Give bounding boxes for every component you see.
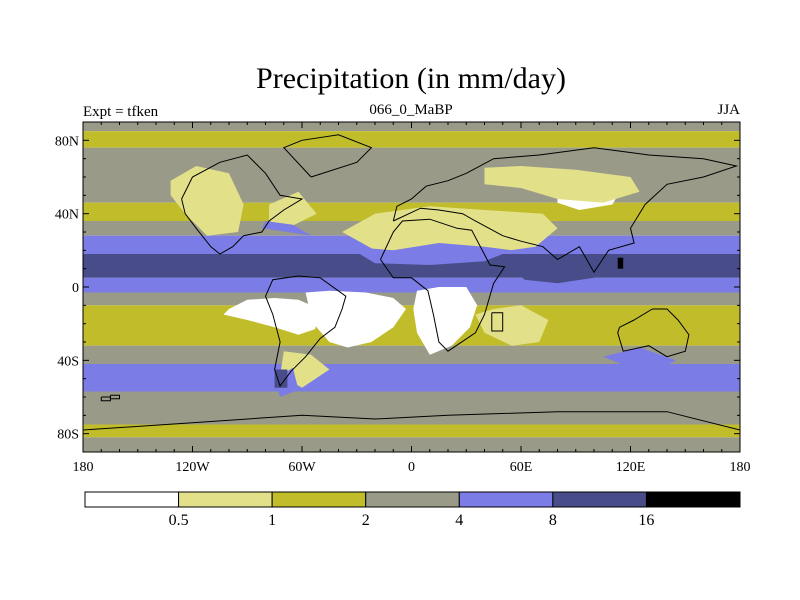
colorbar: 0.5 1 2 4 8 16 [84, 491, 741, 529]
coastline-9 [109, 394, 120, 400]
colorbar-label-3: 4 [455, 512, 463, 529]
y-tick-label-2: 0 [72, 281, 79, 296]
colorbar-box-1 [178, 491, 273, 508]
precip-band-13 [83, 424, 740, 438]
coastline-8 [100, 396, 111, 402]
precip-band-12 [83, 391, 740, 425]
colorbar-label-5: 16 [638, 512, 654, 529]
precip-band-11 [83, 364, 740, 392]
x-tick-label-0: 180 [73, 460, 94, 475]
precip-region-13 [347, 243, 512, 265]
precip-band-7 [83, 277, 740, 293]
precip-region-1 [305, 290, 406, 348]
precip-region-8 [342, 206, 558, 254]
figure-title: Precipitation (in mm/day) [256, 62, 566, 95]
x-tick-label-2: 60W [288, 460, 316, 475]
precip-region-20 [617, 257, 624, 269]
precipitation-field [83, 122, 740, 452]
colorbar-box-4 [458, 491, 554, 508]
y-tick-label-4: 80S [57, 428, 79, 443]
colorbar-box-3 [365, 491, 460, 508]
coastline-3 [392, 147, 739, 274]
precip-region-7 [269, 191, 317, 229]
precip-region-18 [86, 257, 184, 276]
season-label: JJA [717, 102, 740, 118]
colorbar-box-6 [645, 491, 741, 508]
x-tick-label-3: 0 [408, 460, 415, 475]
coastline-0 [181, 154, 304, 255]
coastline-6 [282, 134, 373, 178]
precip-band-14 [83, 437, 740, 452]
y-tick-label-0: 80N [55, 134, 79, 149]
precip-region-16 [511, 261, 594, 284]
axis-ticks: 180 120W 60W 0 60E 120E 180 80N 40N 0 40S 80S [55, 121, 751, 475]
precip-region-10 [475, 305, 549, 346]
colorbar-label-0: 0.5 [169, 512, 189, 529]
timeslice-label: 066_0_MaBP [369, 102, 452, 118]
y-tick-label-1: 40N [55, 208, 79, 223]
coastline-7 [83, 411, 740, 431]
precip-region-12 [261, 221, 312, 236]
precip-band-8 [83, 292, 740, 306]
precip-region-17 [615, 254, 695, 276]
precip-band-1 [83, 131, 740, 148]
coastlines [83, 134, 740, 431]
precip-region-2 [413, 287, 478, 355]
precip-band-10 [83, 345, 740, 364]
precip-region-19 [274, 369, 288, 388]
coastline-2 [380, 218, 506, 352]
colorbar-box-0 [84, 491, 180, 508]
x-tick-label-6: 180 [730, 460, 751, 475]
colorbar-box-2 [271, 491, 367, 508]
coastline-4 [617, 308, 690, 358]
coastline-1 [264, 275, 347, 388]
precip-band-9 [83, 305, 740, 346]
coastline-5 [491, 312, 504, 332]
experiment-label: Expt = tfken [83, 104, 159, 120]
x-tick-label-5: 120E [616, 460, 646, 475]
precip-region-9 [484, 166, 640, 203]
x-tick-label-1: 120W [175, 460, 210, 475]
colorbar-label-4: 8 [549, 512, 557, 529]
precip-region-15 [603, 347, 677, 375]
y-tick-label-3: 40S [57, 354, 79, 369]
colorbar-box-5 [552, 491, 647, 508]
precip-region-0 [223, 298, 321, 335]
x-tick-label-4: 60E [510, 460, 533, 475]
colorbar-label-2: 2 [362, 512, 370, 529]
colorbar-label-1: 1 [268, 512, 276, 529]
